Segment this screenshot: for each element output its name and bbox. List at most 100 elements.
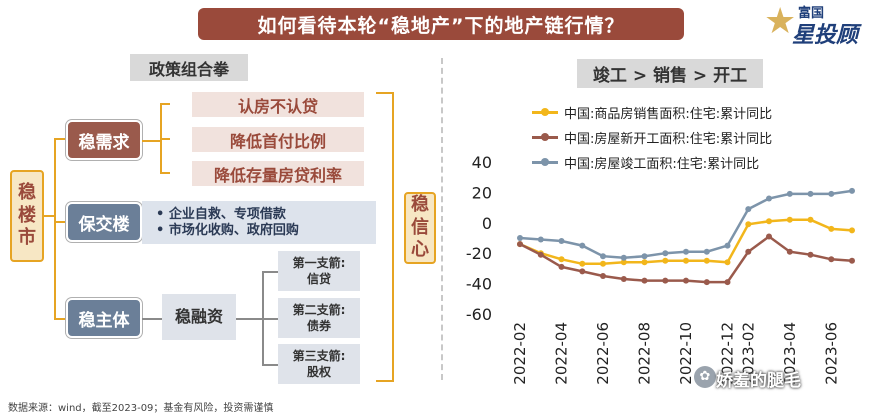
arrow-label: 第三支箭: <box>292 348 346 363</box>
connector <box>160 172 170 174</box>
delivery-item: • 市场化收购、政府回购 <box>156 223 299 238</box>
y-tick-label: 20 <box>472 183 492 202</box>
x-tick-label: 2022-04 <box>553 322 571 385</box>
divider <box>441 58 443 380</box>
data-point <box>641 277 648 284</box>
first-arrow-box: 第一支箭: 信贷 <box>278 251 360 291</box>
series-line <box>519 189 853 260</box>
demand-item: 降低存量房贷利率 <box>192 161 364 186</box>
y-tick-label: -60 <box>466 305 492 324</box>
data-point <box>558 238 565 244</box>
data-point <box>786 216 793 223</box>
data-point <box>828 225 835 232</box>
data-point <box>620 259 627 266</box>
data-point <box>724 279 731 286</box>
stabilize-confidence-box: 稳 信 心 <box>404 192 436 264</box>
x-tick-label: 2022-10 <box>677 322 695 385</box>
y-tick-label: -20 <box>466 244 492 263</box>
data-point <box>766 195 772 202</box>
y-tick-label: -40 <box>466 275 492 294</box>
y-tick-label: 0 <box>482 214 492 233</box>
connector <box>160 103 170 105</box>
legend-sales: 中国:商品房销售面积:住宅:累计同比 <box>532 103 772 122</box>
connector <box>262 271 278 273</box>
data-point <box>766 218 772 225</box>
data-point <box>703 279 710 286</box>
legend-new-starts: 中国:房屋新开工面积:住宅:累计同比 <box>532 128 772 147</box>
legend-label: 中国:商品房销售面积:住宅:累计同比 <box>564 107 773 122</box>
data-point <box>786 248 793 255</box>
data-point <box>600 273 606 279</box>
data-point <box>641 259 648 266</box>
demand-item: 降低首付比例 <box>192 127 364 152</box>
data-point <box>828 190 835 197</box>
stabilize-market-box: 稳 楼 市 <box>10 170 44 262</box>
x-tick-label: 2022-02 <box>511 322 529 385</box>
root-char-3: 市 <box>18 227 36 249</box>
data-point <box>641 253 648 260</box>
connector <box>142 318 162 320</box>
data-point <box>766 233 772 240</box>
connector <box>54 138 66 140</box>
watermark: 娇羞的腿毛 <box>716 371 801 391</box>
data-point <box>724 259 731 266</box>
stabilize-entity-box: 稳主体 <box>66 298 142 338</box>
second-arrow-box: 第二支箭: 债券 <box>278 298 360 338</box>
connector <box>44 215 54 217</box>
data-point <box>620 276 627 282</box>
confidence-char-2: 信 <box>411 216 429 238</box>
demand-item: 认房不认贷 <box>192 92 364 117</box>
data-point <box>786 190 793 197</box>
data-point <box>579 268 586 275</box>
data-point <box>662 257 669 264</box>
bracket <box>376 92 394 382</box>
source-note: 数据来源：wind，截至2023-09；基金有风险，投资需谨慎 <box>8 403 274 414</box>
x-tick-label: 2022-08 <box>636 322 654 385</box>
x-tick-label: 2022-12 <box>719 322 737 385</box>
root-char-1: 稳 <box>18 182 36 204</box>
stabilize-demand-box: 稳需求 <box>66 120 142 160</box>
brand-logo: ★ 富国 星投顾 <box>760 2 870 49</box>
data-point <box>849 257 855 264</box>
data-point <box>558 256 565 263</box>
connector <box>262 318 278 320</box>
chart-title: 竣工 > 销售 > 开工 <box>577 59 763 88</box>
data-point <box>724 242 731 249</box>
data-point <box>537 251 544 258</box>
data-point <box>703 248 710 255</box>
legend-swatch <box>532 108 558 116</box>
data-point <box>745 248 752 255</box>
data-point <box>828 256 835 263</box>
data-point <box>683 257 689 264</box>
connector <box>236 318 262 320</box>
data-point <box>537 236 544 243</box>
y-tick-label: 40 <box>472 153 492 172</box>
data-point <box>849 187 855 194</box>
data-point <box>745 206 752 213</box>
wechat-icon: ✿ <box>694 366 716 388</box>
data-point <box>600 253 606 260</box>
data-point <box>745 221 752 228</box>
delivery-item: • 企业自救、专项借款 <box>156 207 286 222</box>
arrow-type: 债券 <box>306 319 331 333</box>
logo-bottom-text: 星投顾 <box>792 23 859 48</box>
policy-title: 政策组合拳 <box>130 54 248 81</box>
legend-swatch <box>532 158 558 166</box>
connector <box>54 221 66 223</box>
data-point <box>662 250 669 257</box>
legend-completion: 中国:房屋竣工面积:住宅:累计同比 <box>532 153 759 172</box>
guarantee-delivery-box: 保交楼 <box>66 202 142 242</box>
delivery-items: • 企业自救、专项借款 • 市场化收购、政府回购 <box>142 201 376 244</box>
arrow-label: 第一支箭: <box>292 255 346 270</box>
legend-label: 中国:房屋新开工面积:住宅:累计同比 <box>564 132 773 147</box>
data-point <box>703 257 710 264</box>
data-point <box>807 251 814 258</box>
data-point <box>517 235 523 241</box>
connector <box>142 140 160 142</box>
x-tick-label: 2022-06 <box>594 322 612 385</box>
x-tick-label: 2023-02 <box>739 322 757 385</box>
arrow-type: 信贷 <box>306 272 331 286</box>
confidence-char-3: 心 <box>411 239 429 261</box>
x-tick-label: 2023-06 <box>822 322 840 385</box>
